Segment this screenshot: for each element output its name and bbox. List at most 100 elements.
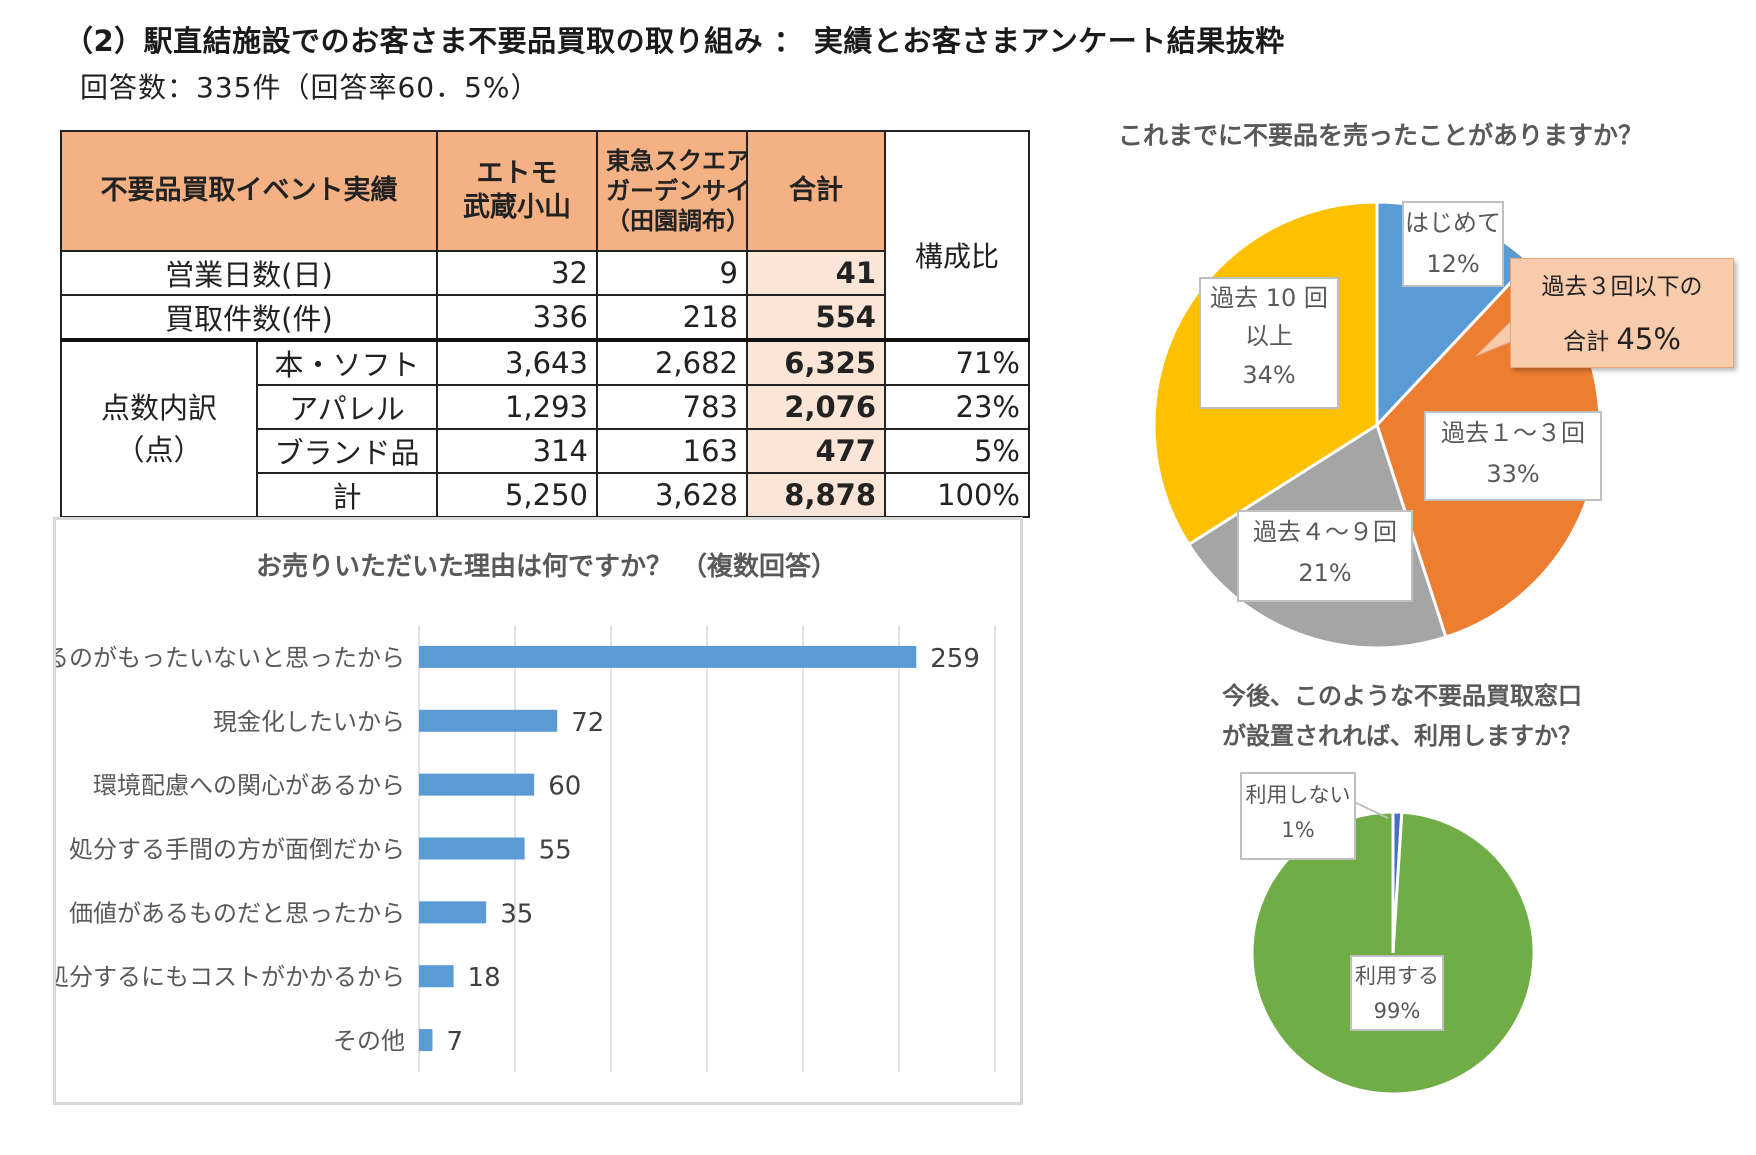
callout-45: 過去３回以下の 合計 45% — [1510, 258, 1734, 368]
table-header-row: 不要品買取イベント実績 エトモ 武蔵小山 東急スクエア ガーデンサイト （田園調… — [60, 130, 1030, 341]
pie-label-4-9-text: 過去４～９回 — [1253, 518, 1397, 546]
callout-line1: 過去３回以下の — [1541, 274, 1703, 300]
breakdown-label-line1: 点数内訳 — [100, 390, 217, 425]
bar — [419, 901, 487, 924]
callout-prefix: 合計 — [1563, 329, 1610, 355]
header-tokyu: 東急スクエア ガーデンサイト （田園調布） — [596, 130, 748, 252]
bar — [419, 773, 535, 796]
callout-line2: 合計 45% — [1511, 315, 1733, 366]
row-total: 6,325 — [746, 338, 886, 386]
pie-label-10-plus: 過去 10 回 以上 34% — [1199, 277, 1339, 409]
header-etomo: エトモ 武蔵小山 — [436, 130, 598, 252]
pie-label-first-time-value: 12% — [1426, 249, 1480, 278]
header-tokyu-line2: ガーデンサイト — [606, 177, 745, 205]
pie-label-not-use-value: 1% — [1281, 817, 1315, 842]
days-etomo: 32 — [436, 250, 598, 296]
bar-value-label: 72 — [571, 708, 604, 738]
future-pie-slice-0 — [1391, 810, 1404, 954]
bar — [419, 709, 558, 732]
row-label: ブランド品 — [256, 428, 438, 474]
bar-value-label: 7 — [446, 1027, 463, 1057]
bar-value-label: 35 — [500, 899, 533, 929]
table-row: 買取件数(件) 336 218 554 — [60, 294, 1029, 341]
table-row: 営業日数(日) 32 9 41 — [60, 250, 1029, 296]
count-label: 買取件数(件) — [60, 294, 438, 341]
pie-label-first-time: はじめて 12% — [1402, 201, 1504, 287]
header-etomo-line2: 武蔵小山 — [463, 192, 571, 223]
days-total: 41 — [746, 250, 886, 296]
pie-label-not-use-text: 利用しない — [1245, 783, 1351, 807]
header-tokyu-line1: 東急スクエア — [606, 147, 747, 175]
count-tokyu: 218 — [596, 294, 748, 341]
header-total: 合計 — [746, 130, 886, 252]
bar-category-label: 価値があるものだと思ったから — [69, 899, 405, 927]
page-title: （2）駅直結施設でのお客さま不要品買取の取り組み ： 実績とお客さまアンケート結… — [64, 24, 1285, 58]
bar-category-label: 捨てるのがもったいないと思ったから — [56, 644, 405, 672]
row-etomo: 5,250 — [436, 472, 598, 518]
pie-label-first-time-text: はじめて — [1405, 209, 1501, 237]
bar-category-label: 処分する手間の方が面倒だから — [69, 836, 405, 864]
table-row: ブランド品 314 163 477 5% — [61, 428, 1030, 474]
breakdown-label: 点数内訳 （点） — [60, 338, 258, 518]
header-etomo-line1: エトモ — [476, 158, 558, 190]
row-etomo: 314 — [436, 428, 598, 474]
row-tokyu: 3,628 — [596, 472, 748, 518]
row-total: 477 — [746, 428, 886, 474]
bar-value-label: 259 — [930, 644, 980, 674]
results-table: 不要品買取イベント実績 エトモ 武蔵小山 東急スクエア ガーデンサイト （田園調… — [60, 130, 1030, 518]
row-label: 計 — [256, 472, 438, 518]
bar — [419, 1029, 433, 1052]
header-tokyu-line3: （田園調布） — [606, 207, 747, 235]
breakdown-label-line2: （点） — [115, 433, 203, 467]
bar — [419, 837, 525, 860]
pie-label-use-value: 99% — [1373, 998, 1421, 1023]
row-label: アパレル — [256, 384, 438, 430]
callout-value: 45% — [1616, 322, 1681, 356]
pie-label-use: 利用する 99% — [1350, 955, 1444, 1031]
row-tokyu: 783 — [596, 384, 748, 430]
table-row: 計 5,250 3,628 8,878 100% — [61, 472, 1030, 518]
pie-label-4-9: 過去４～９回 21% — [1237, 510, 1413, 602]
pie-label-not-use: 利用しない 1% — [1240, 772, 1356, 860]
row-tokyu: 2,682 — [596, 338, 748, 386]
bar-category-label: その他 — [333, 1027, 405, 1055]
row-ratio: 5% — [884, 428, 1030, 474]
row-ratio: 100% — [884, 472, 1030, 518]
pie-label-1-3: 過去１～３回 33% — [1424, 411, 1602, 501]
pie-label-1-3-text: 過去１～３回 — [1441, 419, 1585, 447]
row-total: 8,878 — [746, 472, 886, 518]
row-tokyu: 163 — [596, 428, 748, 474]
row-label: 本・ソフト — [256, 338, 438, 386]
bar-category-label: 現金化したいから — [213, 708, 405, 736]
future-chart-title-line2: が設置されれば、利用しますか？ — [1222, 722, 1582, 750]
future-chart-title-line1: 今後、このような不要品買取窓口 — [1222, 682, 1582, 710]
experience-chart-title: これまでに不要品を売ったことがありますか？ — [1118, 121, 1644, 150]
row-etomo: 3,643 — [436, 338, 598, 386]
reasons-chart-title: お売りいただいた理由は何ですか？ （複数回答） — [256, 552, 838, 582]
days-label: 営業日数(日) — [60, 250, 438, 296]
pie-label-4-9-value: 21% — [1298, 558, 1352, 587]
response-count: 回答数：335件（回答率60．5%） — [80, 71, 540, 104]
bar-category-label: 処分するにもコストがかかるから — [56, 963, 405, 991]
bar-value-label: 18 — [468, 963, 501, 993]
days-tokyu: 9 — [596, 250, 748, 296]
bar-value-label: 60 — [548, 772, 581, 802]
table-row: 点数内訳 （点） 本・ソフト 3,643 2,682 6,325 71% — [60, 338, 1030, 518]
header-event: 不要品買取イベント実績 — [60, 130, 438, 252]
count-total: 554 — [746, 294, 886, 341]
header-ratio: 構成比 — [884, 130, 1030, 341]
bar-category-label: 環境配慮への関心があるから — [93, 772, 405, 800]
row-ratio: 71% — [884, 338, 1030, 386]
pie-label-10-plus-value: 34% — [1242, 360, 1296, 389]
reasons-bar-chart: 捨てるのがもったいないと思ったから 259 現金化したいから 72 環境配慮への関心があ… — [56, 625, 996, 1072]
count-etomo: 336 — [436, 294, 598, 341]
row-etomo: 1,293 — [436, 384, 598, 430]
bar — [419, 645, 917, 668]
row-ratio: 23% — [884, 384, 1030, 430]
bar-value-label: 55 — [539, 836, 572, 866]
pie-label-10-plus-line2: 以上 — [1245, 322, 1293, 351]
pie-label-1-3-value: 33% — [1486, 459, 1540, 488]
reasons-chart-panel: お売りいただいた理由は何ですか？ （複数回答） 捨てるのがもったいないと思ったか… — [53, 517, 1023, 1105]
bar — [419, 965, 454, 988]
row-total: 2,076 — [746, 384, 886, 430]
